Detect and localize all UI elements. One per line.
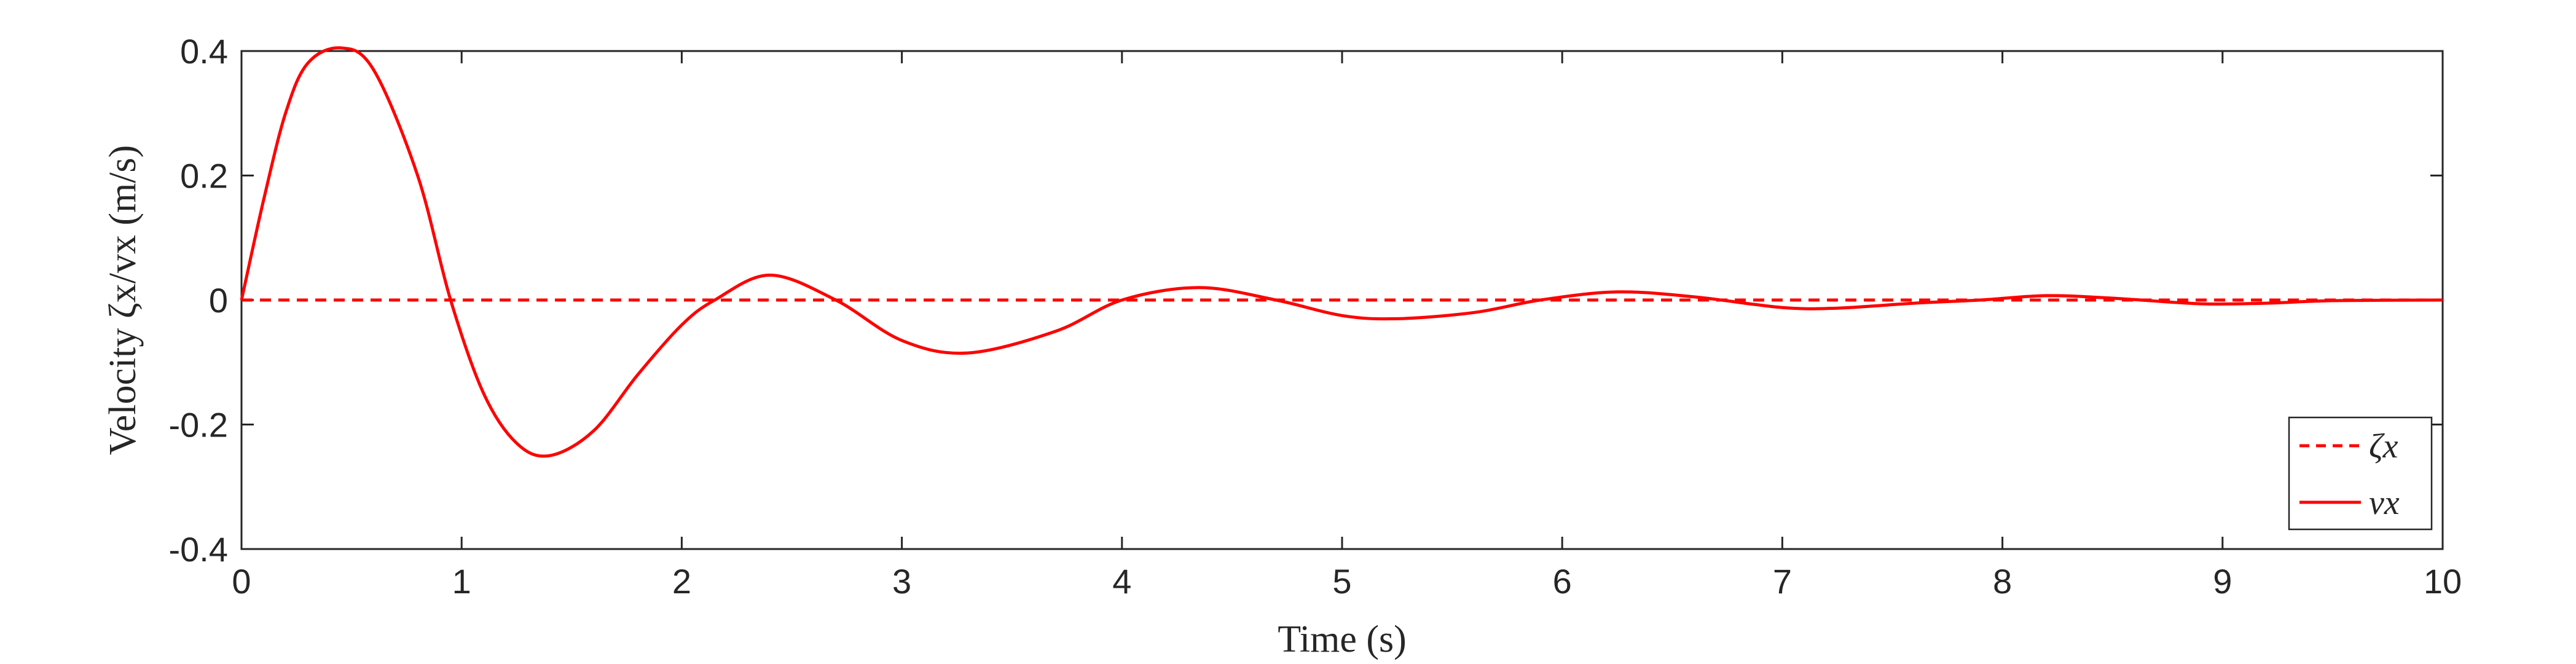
x-tick-label: 6 [1553,562,1572,601]
x-tick-label: 10 [2424,562,2462,601]
y-tick-label: 0.4 [180,32,228,71]
x-tick-label: 5 [1332,562,1351,601]
x-tick-label: 7 [1773,562,1792,601]
x-tick-label: 2 [672,562,691,601]
x-tick-label: 3 [892,562,911,601]
x-tick-label: 8 [1993,562,2012,601]
series-line-v [240,46,2443,458]
y-axis-label: Velocity ζx/vx (m/s) [102,145,144,455]
legend: ζx vx [2288,416,2433,531]
x-axis-ticks: 0 1 2 3 4 5 6 7 8 9 10 [232,51,2462,601]
y-tick-label: 0.2 [180,157,228,196]
x-tick-label: 4 [1112,562,1131,601]
legend-entry-zeta: ζx [2369,427,2398,465]
y-axis-ticks: 0.4 0.2 0 -0.2 -0.4 [169,32,2443,569]
x-tick-label: 0 [232,562,251,601]
legend-box [2288,416,2433,531]
y-tick-label: 0 [209,281,228,320]
y-tick-label: -0.4 [169,530,229,569]
legend-entry-v: vx [2369,484,2400,522]
series-layer [240,46,2443,458]
x-axis-label: Time (s) [1278,619,1407,660]
y-tick-label: -0.2 [169,406,229,445]
x-tick-label: 9 [2213,562,2232,601]
x-tick-label: 1 [452,562,471,601]
